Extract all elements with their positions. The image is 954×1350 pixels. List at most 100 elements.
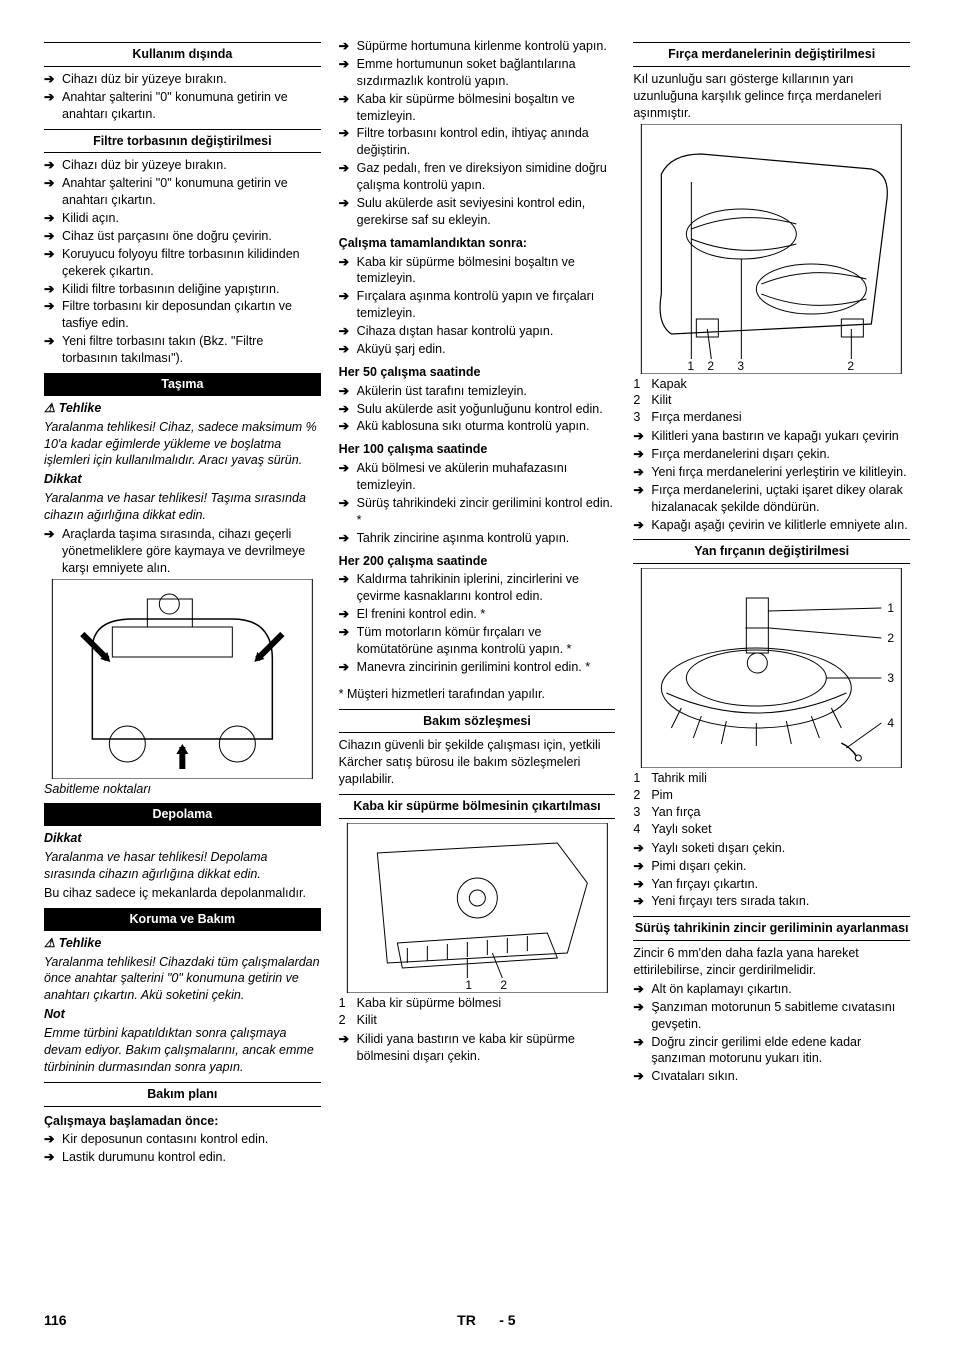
tehlike-label: Tehlike — [44, 400, 321, 417]
legend-text: Kapak — [651, 376, 686, 393]
legend-row: 3Fırça merdanesi — [633, 409, 910, 426]
list-item: Sulu akülerde asit seviyesini kontrol ed… — [339, 195, 616, 229]
column-3: Fırça merdanelerinin değiştirilmesi Kıl … — [633, 36, 910, 1168]
fig4-label-3: 3 — [888, 671, 895, 685]
fig2-label-1: 1 — [465, 978, 472, 992]
legend-num: 1 — [339, 995, 357, 1012]
legend-text: Tahrik mili — [651, 770, 707, 787]
list-item: Akülerin üst tarafını temizleyin. — [339, 383, 616, 400]
list-item: Yan fırçayı çıkartın. — [633, 876, 910, 893]
legend-text: Fırça merdanesi — [651, 409, 741, 426]
heading-koruma: Koruma ve Bakım — [44, 908, 321, 931]
fig3-label-2: 2 — [708, 359, 715, 373]
list-item: Kaba kir süpürme bölmesini boşaltın ve t… — [339, 254, 616, 288]
fig3-label-4: 2 — [848, 359, 855, 373]
figure-kaba: 1 2 — [339, 823, 616, 993]
list-item: Filtre torbasını kontrol edin, ihtiyaç a… — [339, 125, 616, 159]
list-item: Fırça merdanelerini, uçtaki işaret dikey… — [633, 482, 910, 516]
list-item: Gaz pedalı, fren ve direksiyon simidine … — [339, 160, 616, 194]
list-item: Doğru zincir gerilimi elde edene kadar ş… — [633, 1034, 910, 1068]
legend-num: 2 — [633, 392, 651, 409]
list-item: Yeni filtre torbasını takın (Bkz. "Filtr… — [44, 333, 321, 367]
legend-row: 1Tahrik mili — [633, 770, 910, 787]
legend-text: Pim — [651, 787, 673, 804]
figure-firca: 1 2 3 2 — [633, 124, 910, 374]
legend-text: Yaylı soket — [651, 821, 711, 838]
list-surus: Alt ön kaplamayı çıkartın. Şanzıman moto… — [633, 981, 910, 1085]
footer-spacer — [906, 1311, 910, 1330]
list-item: Cıvataları sıkın. — [633, 1068, 910, 1085]
list-item: Kaldırma tahrikinin iplerini, zincirleri… — [339, 571, 616, 605]
legend-num: 3 — [633, 804, 651, 821]
fig3-label-3: 3 — [738, 359, 745, 373]
footer-lang: TR - 5 — [457, 1311, 515, 1330]
legend-firca: 1Kapak 2Kilit 3Fırça merdanesi — [633, 376, 910, 427]
koruma-not-text: Emme türbini kapatıldıktan sonra çalışma… — [44, 1025, 321, 1076]
heading-firca: Fırça merdanelerinin değiştirilmesi — [633, 42, 910, 67]
list-item: Koruyucu folyoyu filtre torbasının kilid… — [44, 246, 321, 280]
list-item: Cihaz üst parçasını öne doğru çevirin. — [44, 228, 321, 245]
list-item: Filtre torbasını kir deposundan çıkartın… — [44, 298, 321, 332]
legend-row: 3Yan fırça — [633, 804, 910, 821]
list-item: Yaylı soketi dışarı çekin. — [633, 840, 910, 857]
list-item: Kapağı aşağı çevirin ve kilitlerle emniy… — [633, 517, 910, 534]
list-item: Kilidi yana bastırın ve kaba kir süpürme… — [339, 1031, 616, 1065]
list-kaba: Kilidi yana bastırın ve kaba kir süpürme… — [339, 1031, 616, 1065]
list-item: El frenini kontrol edin. * — [339, 606, 616, 623]
legend-text: Kilit — [651, 392, 671, 409]
list-calismaya: Kir deposunun contasını kontrol edin. La… — [44, 1131, 321, 1166]
figure-sabitleme — [44, 579, 321, 779]
legend-kaba: 1Kaba kir süpürme bölmesi 2Kilit — [339, 995, 616, 1029]
legend-text: Kilit — [357, 1012, 377, 1029]
legend-text: Yan fırça — [651, 804, 700, 821]
legend-text: Kaba kir süpürme bölmesi — [357, 995, 502, 1012]
heading-bakim-soz: Bakım sözleşmesi — [339, 709, 616, 734]
list-yan: Yaylı soketi dışarı çekin. Pimi dışarı ç… — [633, 840, 910, 911]
list-item: Tahrik zincirine aşınma kontrolü yapın. — [339, 530, 616, 547]
list-item: Anahtar şalterini "0" konumuna getirin v… — [44, 175, 321, 209]
koruma-tehlike-text: Yaralanma tehlikesi! Cihazdaki tüm çalış… — [44, 954, 321, 1005]
list-item: Cihazı düz bir yüzeye bırakın. — [44, 157, 321, 174]
list-item: Fırça merdanelerini dışarı çekin. — [633, 446, 910, 463]
list-item: Süpürme hortumuna kirlenme kontrolü yapı… — [339, 38, 616, 55]
legend-row: 2Kilit — [339, 1012, 616, 1029]
not-label: Not — [44, 1006, 321, 1023]
list-item: Kilidi açın. — [44, 210, 321, 227]
firca-intro: Kıl uzunluğu sarı gösterge kıllarının ya… — [633, 71, 910, 122]
list-50: Akülerin üst tarafını temizleyin. Sulu a… — [339, 383, 616, 436]
footer-sub: - 5 — [499, 1312, 515, 1328]
column-1: Kullanım dışında Cihazı düz bir yüzeye b… — [44, 36, 321, 1168]
fig4-label-2: 2 — [888, 631, 895, 645]
list-item: Fırçalara aşınma kontrolü yapın ve fırça… — [339, 288, 616, 322]
list-item: Kir deposunun contasını kontrol edin. — [44, 1131, 321, 1148]
heading-filtre: Filtre torbasının değiştirilmesi — [44, 129, 321, 154]
fig3-label-1: 1 — [688, 359, 695, 373]
tasima-dikkat-text: Yaralanma ve hasar tehlikesi! Taşıma sır… — [44, 490, 321, 524]
surus-intro: Zincir 6 mm'den daha fazla yana hareket … — [633, 945, 910, 979]
heading-surus: Sürüş tahrikinin zincir geriliminin ayar… — [633, 916, 910, 941]
dikkat-label: Dikkat — [44, 471, 321, 488]
figure-yan: 1 2 3 4 — [633, 568, 910, 768]
list-item: Cihaza dıştan hasar kontrolü yapın. — [339, 323, 616, 340]
list-item: Alt ön kaplamayı çıkartın. — [633, 981, 910, 998]
legend-num: 4 — [633, 821, 651, 838]
heading-100: Her 100 çalışma saatinde — [339, 441, 616, 458]
list-item: Sürüş tahrikindeki zincir gerilimini kon… — [339, 495, 616, 529]
legend-num: 2 — [633, 787, 651, 804]
list-kullanim: Cihazı düz bir yüzeye bırakın. Anahtar ş… — [44, 71, 321, 123]
list-tasima: Araçlarda taşıma sırasında, cihazı geçer… — [44, 526, 321, 577]
legend-num: 1 — [633, 770, 651, 787]
list-item: Manevra zincirinin gerilimini kontrol ed… — [339, 659, 616, 676]
figure-caption: Sabitleme noktaları — [44, 781, 321, 798]
list-tamam: Kaba kir süpürme bölmesini boşaltın ve t… — [339, 254, 616, 358]
tehlike-label-2: Tehlike — [44, 935, 321, 952]
list-item: Tüm motorların kömür fırçaları ve komüta… — [339, 624, 616, 658]
list-item: Kaba kir süpürme bölmesini boşaltın ve t… — [339, 91, 616, 125]
list-item: Aküyü şarj edin. — [339, 341, 616, 358]
heading-yan: Yan fırçanın değiştirilmesi — [633, 539, 910, 564]
list-item: Lastik durumunu kontrol edin. — [44, 1149, 321, 1166]
page-footer: 116 TR - 5 — [44, 1311, 910, 1330]
column-2: Süpürme hortumuna kirlenme kontrolü yapı… — [339, 36, 616, 1168]
page-columns: Kullanım dışında Cihazı düz bir yüzeye b… — [44, 36, 910, 1168]
depolama-dikkat-text: Yaralanma ve hasar tehlikesi! Depolama s… — [44, 849, 321, 883]
